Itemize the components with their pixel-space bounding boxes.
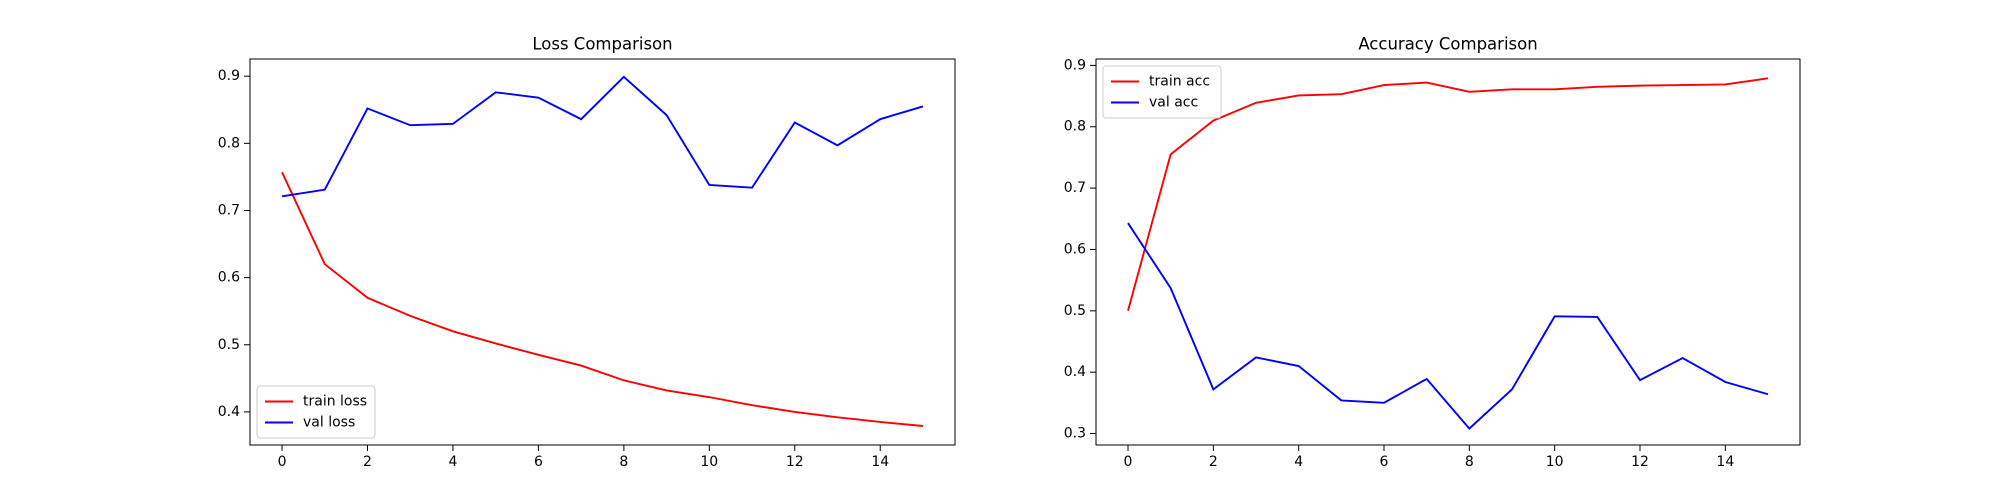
data-line	[281, 171, 924, 427]
x-tick-label: 4	[448, 454, 457, 470]
x-tick-label: 0	[278, 454, 287, 470]
axes-frame	[249, 58, 956, 446]
x-tick-label: 8	[619, 454, 628, 470]
legend-label: val loss	[303, 415, 355, 431]
data-line	[281, 75, 924, 198]
legend-label: train loss	[303, 394, 367, 410]
legend-frame	[256, 385, 376, 439]
x-tick-label: 12	[786, 454, 804, 470]
axes-frame	[1095, 58, 1801, 446]
x-tick-label: 10	[700, 454, 718, 470]
legend-label: val acc	[1149, 95, 1198, 111]
plot-area	[250, 59, 955, 445]
data-line	[1127, 77, 1769, 312]
x-tick-label: 10	[1546, 454, 1564, 470]
x-tick-label: 12	[1631, 454, 1649, 470]
y-tick-label: 0.8	[218, 135, 240, 151]
y-tick-label: 0.7	[1064, 180, 1086, 196]
legend-frame	[1102, 65, 1222, 119]
y-tick-label: 0.5	[1064, 303, 1086, 319]
x-tick-label: 0	[1124, 454, 1133, 470]
legend: train acc val acc	[1102, 65, 1222, 119]
legend-label: train acc	[1149, 74, 1210, 90]
data-line	[1127, 222, 1769, 430]
x-tick-label: 8	[1465, 454, 1474, 470]
x-tick-label: 2	[363, 454, 372, 470]
y-tick-label: 0.6	[1064, 241, 1086, 257]
y-tick-label: 0.9	[1064, 57, 1086, 73]
legend: train loss val loss	[256, 385, 376, 439]
y-tick-label: 0.6	[218, 270, 240, 286]
x-tick-label: 6	[534, 454, 543, 470]
y-tick-label: 0.4	[218, 404, 240, 420]
y-tick-label: 0.9	[218, 68, 240, 84]
chart-title: Accuracy Comparison	[1358, 35, 1537, 54]
x-tick-label: 14	[871, 454, 889, 470]
chart-title: Loss Comparison	[532, 35, 672, 54]
x-tick-label: 2	[1209, 454, 1218, 470]
x-tick-label: 6	[1380, 454, 1389, 470]
x-tick-label: 4	[1294, 454, 1303, 470]
y-tick-label: 0.4	[1064, 364, 1086, 380]
y-tick-label: 0.7	[218, 202, 240, 218]
x-tick-label: 14	[1716, 454, 1734, 470]
y-tick-label: 0.8	[1064, 119, 1086, 135]
plot-area	[1096, 59, 1800, 445]
y-tick-label: 0.5	[218, 337, 240, 353]
y-tick-label: 0.3	[1064, 426, 1086, 442]
